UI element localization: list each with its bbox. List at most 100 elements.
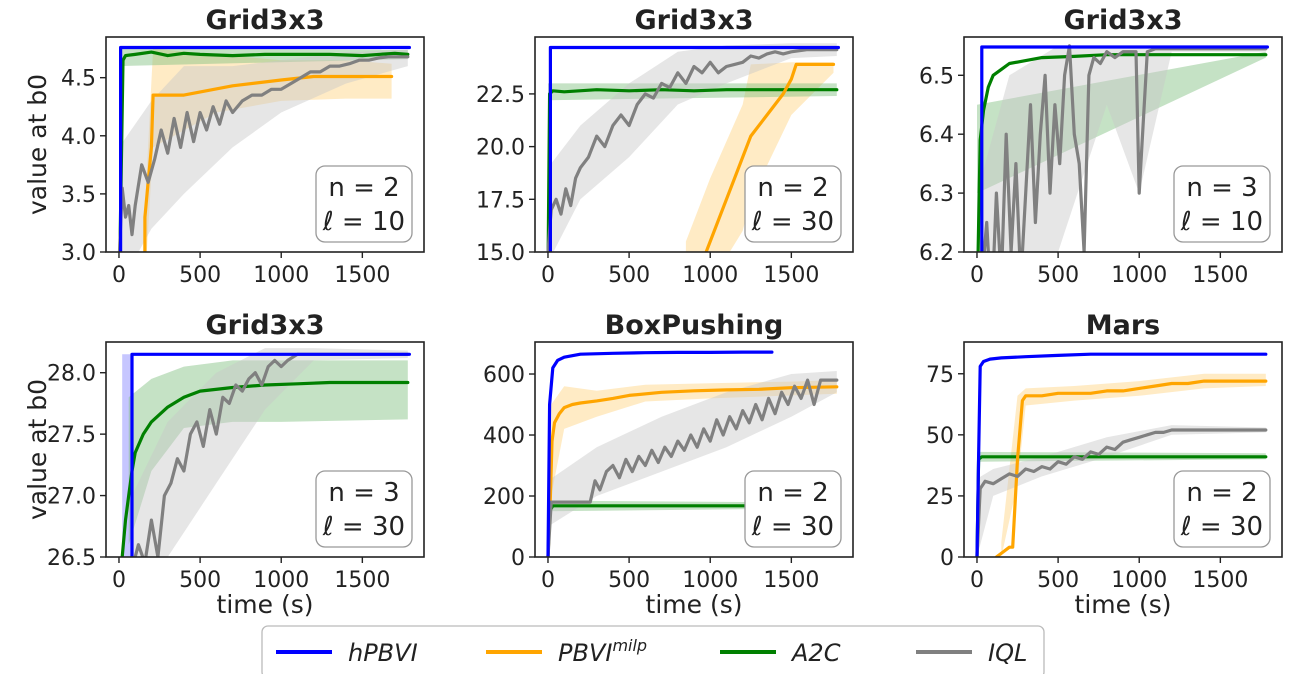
- x-tick-label: 1500: [763, 263, 819, 288]
- y-tick-label: 27.0: [47, 485, 96, 510]
- plot-area: [975, 352, 1268, 557]
- y-tick-label: 4.0: [61, 125, 96, 150]
- x-axis-label: time (s): [1075, 590, 1172, 619]
- param-n: n = 3: [328, 478, 399, 508]
- a2c-line: [976, 53, 1268, 252]
- y-tick-label: 75: [926, 363, 954, 388]
- params-box: n = 3 ℓ = 30: [315, 470, 413, 548]
- pbvi-milp-confidence-band: [143, 48, 392, 252]
- y-tick-label: 50: [926, 424, 954, 449]
- subplot-title: BoxPushing: [605, 310, 784, 341]
- param-l: ℓ = 30: [1180, 512, 1263, 542]
- params-box: n = 2 ℓ = 30: [744, 165, 842, 243]
- x-tick-label: 1000: [253, 568, 309, 593]
- iql-confidence-band: [119, 49, 408, 252]
- y-tick-label: 0: [940, 546, 954, 571]
- pbvi-milp-confidence-band: [551, 380, 837, 496]
- param-n: n = 2: [757, 478, 828, 508]
- iql-confidence-band: [132, 348, 408, 557]
- plot-area: [120, 348, 411, 557]
- hpbvi-line: [975, 352, 1268, 557]
- x-tick-label: 0: [541, 263, 555, 288]
- y-tick-label: 17.5: [476, 188, 525, 213]
- y-tick-label: 28.0: [47, 362, 96, 387]
- x-tick-label: 1500: [763, 568, 819, 593]
- y-tick-label: 6.4: [919, 123, 954, 148]
- param-l: ℓ = 30: [322, 512, 405, 542]
- x-tick-label: 500: [179, 263, 221, 288]
- plot-area: [546, 43, 841, 252]
- params-box: n = 3 ℓ = 10: [1173, 165, 1271, 243]
- param-l: ℓ = 30: [751, 207, 834, 237]
- legend-entry: A2C: [720, 639, 841, 667]
- params-box: n = 2 ℓ = 30: [1173, 470, 1271, 548]
- y-tick-label: 200: [483, 485, 525, 510]
- x-tick-label: 0: [112, 568, 126, 593]
- y-tick-label: 6.2: [919, 241, 954, 266]
- iql-line: [982, 44, 1268, 252]
- y-tick-label: 22.5: [476, 83, 525, 108]
- axes-frame: [963, 36, 1283, 253]
- pbvi-milp-confidence-band: [1001, 373, 1266, 557]
- x-tick-label: 1000: [682, 568, 738, 593]
- axes-frame: [534, 36, 854, 253]
- y-tick-label: 4.5: [61, 67, 96, 92]
- x-tick-label: 1500: [334, 263, 390, 288]
- x-axis-label: time (s): [217, 590, 314, 619]
- y-tick-label: 15.0: [476, 241, 525, 266]
- hpbvi-line: [980, 45, 1270, 252]
- hpbvi-line: [130, 352, 411, 557]
- x-tick-label: 0: [970, 568, 984, 593]
- a2c-line: [120, 380, 410, 557]
- legend-label: A2C: [790, 639, 841, 667]
- subplot-title: Grid3x3: [205, 310, 324, 341]
- iql-line: [975, 428, 1268, 557]
- param-l: ℓ = 10: [1180, 207, 1263, 237]
- axes-frame: [105, 36, 425, 253]
- y-tick-label: 6.5: [919, 64, 954, 89]
- legend-entry: hPBVI: [276, 639, 418, 667]
- iql-line: [546, 378, 839, 557]
- param-n: n = 3: [1186, 173, 1257, 203]
- y-tick-label: 6.3: [919, 182, 954, 207]
- pbvi-milp-line: [704, 62, 836, 252]
- x-tick-label: 500: [608, 263, 650, 288]
- param-l: ℓ = 30: [751, 512, 834, 542]
- a2c-confidence-band: [128, 360, 408, 545]
- subplot-5: 0 500 1000 1500 0 200 400 600 BoxPushing time (s)…: [483, 310, 854, 619]
- subplot-3: 0 500 1000 1500 6.2 6.3 6.4 6.5 Grid3x3 n = 3 ℓ = …: [919, 5, 1283, 288]
- y-tick-label: 3.5: [61, 183, 96, 208]
- param-n: n = 2: [328, 173, 399, 203]
- iql-confidence-band: [977, 45, 1266, 252]
- x-tick-label: 1000: [253, 263, 309, 288]
- params-box: n = 2 ℓ = 30: [744, 470, 842, 548]
- x-tick-label: 1000: [682, 263, 738, 288]
- param-n: n = 2: [1186, 478, 1257, 508]
- y-axis-label: value at b0: [23, 379, 52, 520]
- y-tick-label: 27.5: [47, 423, 96, 448]
- x-tick-label: 0: [970, 263, 984, 288]
- legend-label: IQL: [988, 639, 1027, 667]
- subplot-2: 0 500 1000 1500 15.0 17.5 20.0 22.5 Grid3x3 n = 2…: [476, 5, 854, 288]
- legend: hPBVI PBVImilp A2C IQL: [261, 625, 1045, 674]
- y-tick-label: 3.0: [61, 241, 96, 266]
- pbvi-milp-line: [994, 379, 1268, 557]
- y-tick-label: 26.5: [47, 546, 96, 571]
- y-tick-label: 400: [483, 424, 525, 449]
- plot-area: [117, 45, 411, 252]
- y-axis-label: value at b0: [23, 74, 52, 215]
- x-tick-label: 0: [541, 568, 555, 593]
- subplot-1: 0 500 1000 1500 3.0 3.5 4.0 4.5 Grid3x3 value at …: [23, 5, 425, 288]
- legend-frame: [261, 625, 1045, 674]
- y-tick-label: 0: [511, 546, 525, 571]
- x-tick-label: 1000: [1111, 263, 1167, 288]
- hpbvi-confidence-band: [122, 354, 132, 557]
- x-tick-label: 500: [179, 568, 221, 593]
- hpbvi-line: [118, 45, 411, 252]
- legend-entry: IQL: [916, 639, 1027, 667]
- iql-confidence-band: [548, 43, 837, 252]
- iql-line: [117, 55, 410, 252]
- legend-label: hPBVI: [348, 639, 418, 667]
- pbvi-milp-line: [546, 385, 839, 557]
